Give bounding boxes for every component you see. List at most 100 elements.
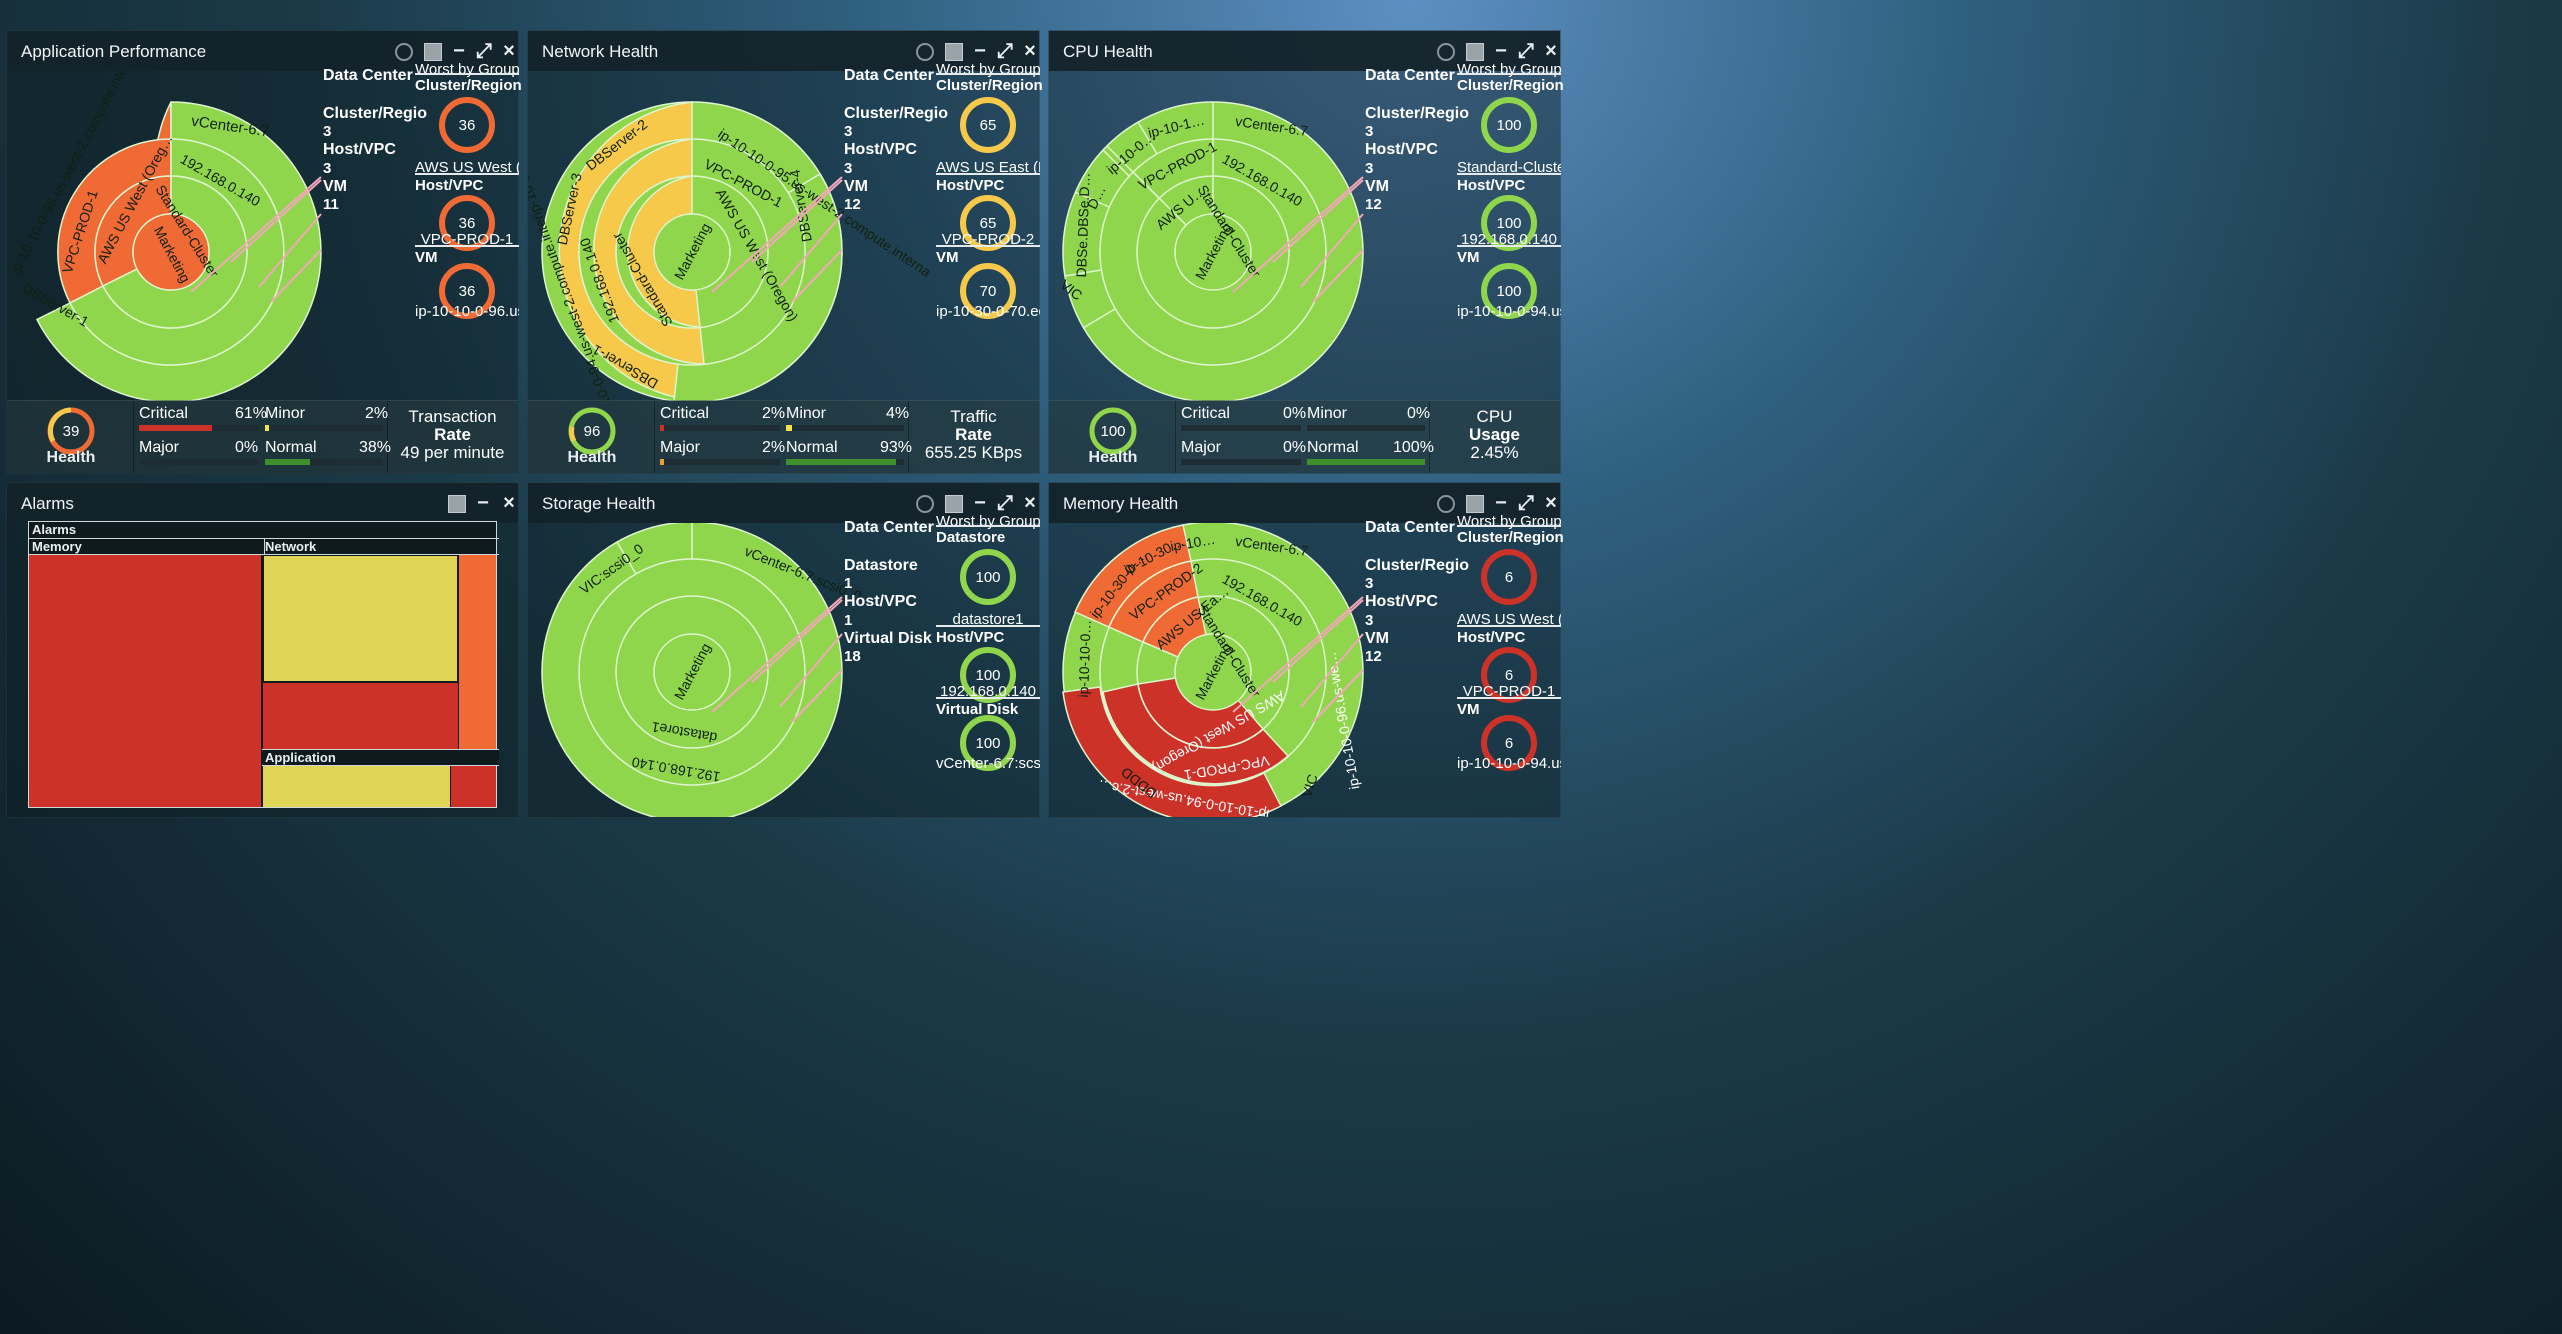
watch-icon[interactable] [913, 39, 937, 63]
health-ring[interactable]: 6 [1479, 645, 1539, 705]
treemap-cell-network-critical[interactable] [263, 683, 458, 749]
legend-cluster-region[interactable]: Cluster/Regio [323, 105, 428, 122]
worst-item-name[interactable]: 192.168.0.140 [1461, 231, 1557, 248]
legend-host-vpc[interactable]: Host/VPC [1365, 141, 1438, 158]
worst-item-name[interactable]: VPC-PROD-2 [941, 231, 1035, 248]
legend-cluster-region[interactable]: Cluster/Regio [844, 105, 949, 122]
worst-item-name[interactable]: ip-10-30-0-70.ec2.… [936, 303, 1040, 320]
health-ring[interactable]: 96 [566, 405, 618, 457]
svg-text:6: 6 [1505, 735, 1513, 752]
legend-cluster-region[interactable]: Cluster/Regio [1365, 105, 1470, 122]
expand-icon[interactable]: ⤢ [1518, 40, 1534, 62]
health-ring[interactable]: 36 [437, 95, 497, 155]
treemap-memory-label[interactable]: Memory [29, 539, 265, 555]
legend-data-center[interactable]: Data Center [1365, 519, 1455, 536]
restore-icon[interactable] [421, 39, 445, 63]
legend-data-center[interactable]: Data Center [1365, 67, 1455, 84]
health-ring[interactable]: 65 [958, 193, 1018, 253]
minimize-icon[interactable]: − [974, 40, 986, 62]
close-icon[interactable]: × [503, 492, 515, 514]
worst-item-name[interactable]: VPC-PROD-1 [420, 231, 514, 248]
health-ring[interactable]: 100 [958, 645, 1018, 705]
restore-icon[interactable] [942, 491, 966, 515]
health-ring[interactable]: 100 [1087, 405, 1139, 457]
close-icon[interactable]: × [503, 40, 515, 62]
health-ring[interactable]: 100 [1479, 95, 1539, 155]
health-ring[interactable]: 100 [958, 713, 1018, 773]
worst-item-name[interactable]: AWS US West (Or… [415, 159, 519, 176]
worst-item-name[interactable]: ip-10-10-0-94.us-… [1457, 755, 1561, 772]
sunburst-chart[interactable]: Marketing vCenter-6.7 192.168.0.140 Stan… [1049, 71, 1560, 401]
treemap-cell-network-minor[interactable] [263, 555, 458, 682]
health-ring[interactable]: 6 [1479, 547, 1539, 607]
worst-item-name[interactable]: AWS US West (Or… [1457, 611, 1561, 628]
legend-host-vpc[interactable]: Host/VPC [1365, 593, 1438, 610]
health-ring[interactable]: 100 [1479, 261, 1539, 321]
health-ring[interactable]: 39 [45, 405, 97, 457]
normal-bar [1307, 459, 1425, 465]
minimize-icon[interactable]: − [974, 492, 986, 514]
restore-icon[interactable] [1463, 39, 1487, 63]
health-ring[interactable]: 6 [1479, 713, 1539, 773]
watch-icon[interactable] [913, 491, 937, 515]
treemap-application-label[interactable]: Application [262, 749, 499, 766]
sunburst-chart[interactable]: Marketing vCenter-6.7 192.168.0.140 Stan… [7, 71, 518, 401]
treemap-cell-application-critical[interactable] [451, 766, 496, 807]
legend-data-center[interactable]: Data Center [844, 519, 934, 536]
legend-data-center[interactable]: Data Center [323, 67, 413, 84]
health-ring[interactable]: 70 [958, 261, 1018, 321]
expand-icon[interactable]: ⤢ [997, 492, 1013, 514]
treemap-cell-memory[interactable] [29, 555, 262, 807]
expand-icon[interactable]: ⤢ [476, 40, 492, 62]
treemap-cell-application-minor[interactable] [263, 766, 450, 807]
watch-icon[interactable] [392, 39, 416, 63]
legend-vm[interactable]: VM [323, 178, 347, 195]
health-ring[interactable]: 100 [1479, 193, 1539, 253]
legend-datastore[interactable]: Datastore [844, 557, 918, 574]
minimize-icon[interactable]: − [477, 492, 489, 514]
minimize-icon[interactable]: − [1495, 40, 1507, 62]
legend-host-vpc[interactable]: Host/VPC [844, 593, 917, 610]
worst-item-name[interactable]: AWS US East (N.… [936, 159, 1040, 176]
legend-vm[interactable]: VM [1365, 178, 1389, 195]
worst-item-name[interactable]: ip-10-10-0-94.us-… [1457, 303, 1561, 320]
restore-icon[interactable] [942, 39, 966, 63]
legend-host-vpc[interactable]: Host/VPC [844, 141, 917, 158]
legend-virtual-disk[interactable]: Virtual Disk [844, 630, 932, 647]
treemap-cell-network-major[interactable] [459, 555, 496, 749]
health-ring[interactable]: 65 [958, 95, 1018, 155]
legend-cluster-region[interactable]: Cluster/Regio [1365, 557, 1470, 574]
worst-item-name[interactable]: vCenter-6.7:scsi0_0 [936, 755, 1040, 772]
metric-label: CPU [1476, 407, 1513, 426]
expand-icon[interactable]: ⤢ [997, 40, 1013, 62]
health-ring[interactable]: 36 [437, 193, 497, 253]
alarms-treemap[interactable]: Alarms Memory Network Application [28, 521, 499, 808]
restore-icon[interactable] [445, 491, 469, 515]
expand-icon[interactable]: ⤢ [1518, 492, 1534, 514]
legend-host-vpc[interactable]: Host/VPC [323, 141, 396, 158]
sunburst-chart[interactable]: Marketing ip-10-10-0-95.us-west-2.comput… [528, 71, 1039, 401]
legend-vm[interactable]: VM [844, 178, 868, 195]
worst-item-name[interactable]: datastore1 [952, 611, 1024, 628]
close-icon[interactable]: × [1024, 40, 1036, 62]
worst-item-name[interactable]: ip-10-10-0-96.us-… [415, 303, 519, 320]
treemap-network-label[interactable]: Network [262, 539, 499, 555]
sunburst-chart[interactable]: Marketing vCenter-6.7:scsi0_0 VIC:scsi0_… [528, 523, 1039, 817]
minimize-icon[interactable]: − [1495, 492, 1507, 514]
restore-icon[interactable] [1463, 491, 1487, 515]
watch-icon[interactable] [1434, 39, 1458, 63]
critical-pct: 61% [235, 405, 268, 422]
legend-vm[interactable]: VM [1365, 630, 1389, 647]
sunburst-chart[interactable]: Marketing vCenter-6.7 192.168.0.140 Stan… [1049, 523, 1560, 817]
health-ring[interactable]: 36 [437, 261, 497, 321]
minimize-icon[interactable]: − [453, 40, 465, 62]
legend-data-center[interactable]: Data Center [844, 67, 934, 84]
close-icon[interactable]: × [1545, 492, 1557, 514]
health-ring[interactable]: 100 [958, 547, 1018, 607]
close-icon[interactable]: × [1024, 492, 1036, 514]
close-icon[interactable]: × [1545, 40, 1557, 62]
worst-item-name[interactable]: VPC-PROD-1 [1462, 683, 1556, 700]
worst-item-name[interactable]: Standard-Cluster [1457, 159, 1561, 176]
watch-icon[interactable] [1434, 491, 1458, 515]
worst-item-name[interactable]: 192.168.0.140 [940, 683, 1036, 700]
